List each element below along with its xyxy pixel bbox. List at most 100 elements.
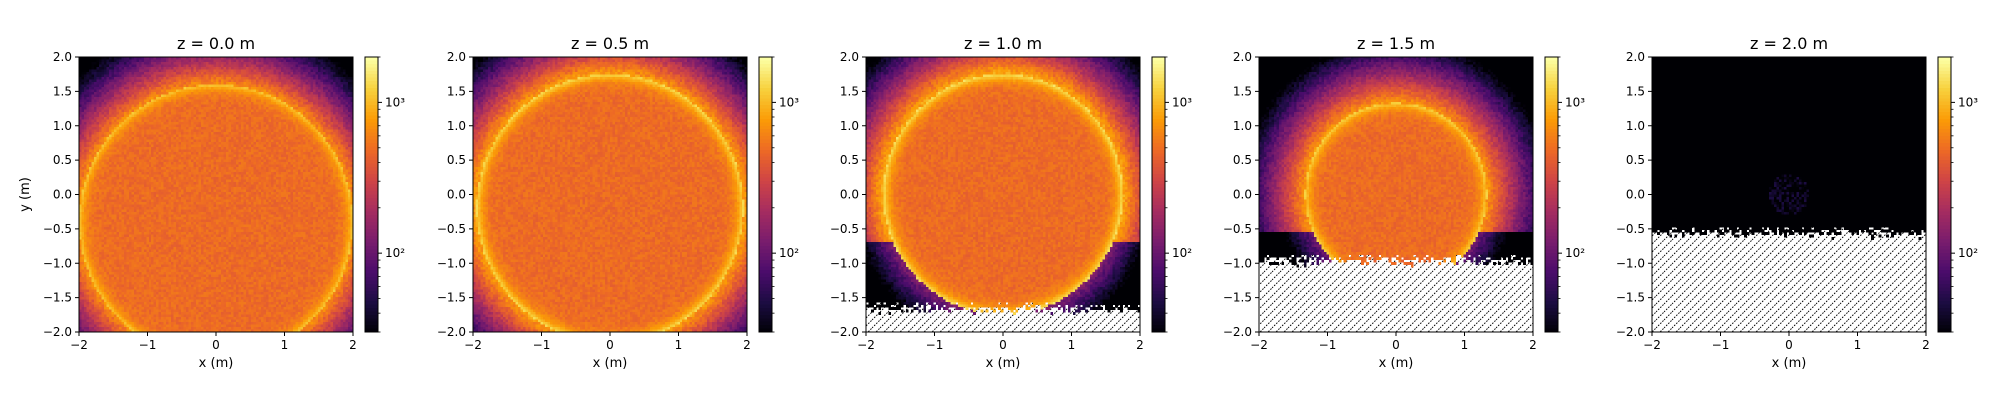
y-axis-label: y (m) (18, 177, 33, 212)
x-tick-label: −1 (1319, 338, 1337, 352)
x-tick-label: 1 (1461, 338, 1469, 352)
y-tick-label: 0.0 (447, 188, 466, 202)
x-axis-label: x (m) (593, 356, 628, 371)
x-tick-label: 0 (1785, 338, 1793, 352)
colorbar-tick-label: 10³ (1172, 95, 1192, 109)
y-tick-label: −0.5 (830, 222, 859, 236)
y-tick-label: 0.0 (1233, 188, 1252, 202)
y-tick-label: −1.5 (43, 291, 72, 305)
colorbar (1938, 57, 1951, 333)
y-tick-label: −1.5 (1223, 291, 1252, 305)
colorbar-tick-label: 10² (1172, 246, 1192, 260)
y-tick-label: −1.0 (437, 256, 466, 270)
x-tick-label: −2 (70, 338, 88, 352)
x-tick-label: −1 (1712, 338, 1730, 352)
colorbar (759, 57, 772, 333)
x-tick-label: −2 (1643, 338, 1661, 352)
x-axis-label: x (m) (1772, 356, 1807, 371)
y-tick-label: −2.0 (830, 325, 859, 339)
panel-2: z = 1.0 m −2 −1 0 1 2 x (m) −2.0 −1.5 −1.0 −0.5 0.0… (830, 34, 1192, 371)
x-tick-label: 1 (1854, 338, 1862, 352)
x-tick-label: 2 (743, 338, 751, 352)
x-tick-label: 1 (675, 338, 683, 352)
panel-4: z = 2.0 m −2 −1 0 1 2 x (m) −2.0 −1.5 −1.0 −0.5 0.0… (1616, 34, 1978, 371)
y-tick-label: 0.0 (53, 188, 72, 202)
panel-0: z = 0.0 m−2 −1 0 1 2x (m)−2.0−1.5−1.0−0.50.0… (18, 34, 405, 371)
colorbar-tick-label: 10³ (385, 95, 405, 109)
chart-title: z = 0.5 m (571, 34, 649, 53)
heatmap-image (866, 57, 1140, 315)
chart-title: z = 1.5 m (1357, 34, 1435, 53)
y-tick-label: −1.5 (437, 291, 466, 305)
y-tick-label: −1.5 (1616, 291, 1645, 305)
colorbar-tick-label: 10² (1958, 246, 1978, 260)
x-tick-label: 1 (1068, 338, 1076, 352)
y-tick-label: 0.0 (840, 188, 859, 202)
x-tick-label: 2 (1529, 338, 1537, 352)
y-tick-label: −2.0 (1223, 325, 1252, 339)
x-axis-label: x (m) (1379, 356, 1414, 371)
y-tick-label: −2.0 (1616, 325, 1645, 339)
x-tick-label: −2 (464, 338, 482, 352)
heatmap-image (473, 57, 747, 332)
y-tick-label: −0.5 (1616, 222, 1645, 236)
colorbar (365, 57, 378, 333)
y-tick-label: 1.0 (1233, 119, 1252, 133)
x-tick-label: 0 (999, 338, 1007, 352)
x-tick-label: −1 (533, 338, 551, 352)
panel-3: z = 1.5 m−2 −1 0 1 2x (m)−2.0−1.5−1.0−0.50.0… (1223, 34, 1585, 371)
colorbar-tick-label: 10² (779, 246, 799, 260)
colorbar-tick-label: 10² (385, 246, 405, 260)
x-tick-label: −1 (139, 338, 157, 352)
heatmap-image (1259, 57, 1533, 267)
x-axis-label: x (m) (986, 356, 1021, 371)
x-tick-label: −2 (1250, 338, 1268, 352)
heatmap-image (1652, 57, 1926, 240)
y-tick-label: −1.0 (830, 256, 859, 270)
colorbar-tick-label: 10³ (1565, 95, 1585, 109)
colorbar-tick-label: 10² (1565, 246, 1585, 260)
y-tick-label: −0.5 (437, 222, 466, 236)
colorbar (1545, 57, 1558, 333)
y-tick-label: 1.5 (447, 84, 466, 98)
y-tick-label: 1.0 (840, 119, 859, 133)
y-tick-label: −1.5 (830, 291, 859, 305)
y-tick-label: 1.0 (1626, 119, 1645, 133)
colorbar-tick-label: 10³ (779, 95, 799, 109)
y-tick-label: −1.0 (43, 256, 72, 270)
y-tick-label: 1.5 (1626, 84, 1645, 98)
chart-title: z = 1.0 m (964, 34, 1042, 53)
y-tick-label: −2.0 (43, 325, 72, 339)
y-tick-label: 0.5 (1233, 153, 1252, 167)
y-tick-label: −1.0 (1616, 256, 1645, 270)
y-tick-label: 2.0 (1233, 50, 1252, 64)
y-tick-label: 2.0 (53, 50, 72, 64)
y-tick-label: 2.0 (840, 50, 859, 64)
x-tick-label: −2 (857, 338, 875, 352)
colorbar-tick-label: 10³ (1958, 95, 1978, 109)
y-tick-label: 0.5 (447, 153, 466, 167)
y-tick-label: 1.0 (53, 119, 72, 133)
y-tick-label: 0.0 (1626, 188, 1645, 202)
x-tick-label: 0 (1392, 338, 1400, 352)
y-tick-label: 1.5 (1233, 84, 1252, 98)
y-tick-label: 0.5 (840, 153, 859, 167)
x-tick-label: −1 (926, 338, 944, 352)
y-tick-label: 0.5 (53, 153, 72, 167)
y-tick-label: 0.5 (1626, 153, 1645, 167)
y-tick-label: 1.5 (840, 84, 859, 98)
x-tick-label: 2 (1922, 338, 1930, 352)
y-tick-label: −0.5 (43, 222, 72, 236)
x-tick-label: 2 (349, 338, 357, 352)
y-tick-label: 2.0 (1626, 50, 1645, 64)
x-tick-label: 2 (1136, 338, 1144, 352)
x-axis-label: x (m) (199, 356, 234, 371)
heatmap-image (79, 57, 353, 332)
y-tick-label: −0.5 (1223, 222, 1252, 236)
y-tick-label: 1.0 (447, 119, 466, 133)
x-tick-label: 0 (606, 338, 614, 352)
y-tick-label: −2.0 (437, 325, 466, 339)
chart-title: z = 2.0 m (1750, 34, 1828, 53)
y-tick-label: 1.5 (53, 84, 72, 98)
